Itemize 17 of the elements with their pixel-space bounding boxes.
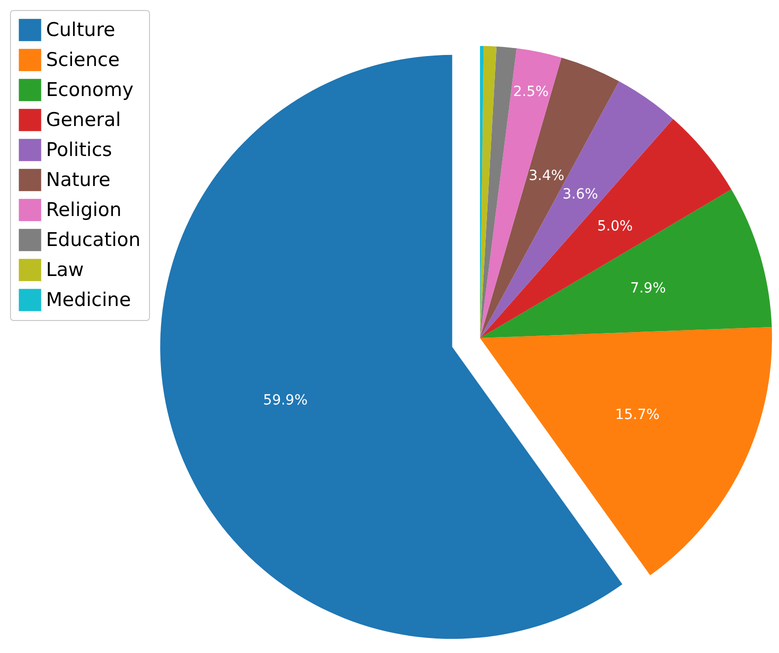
data-label: 5.0% xyxy=(597,218,633,234)
legend-label: Law xyxy=(46,259,84,281)
legend-label: Education xyxy=(46,229,141,251)
data-label: 3.6% xyxy=(562,186,598,202)
data-label: 15.7% xyxy=(615,407,660,424)
data-label: 7.9% xyxy=(630,280,666,297)
legend-label: Religion xyxy=(46,199,122,221)
data-label: 59.9% xyxy=(263,392,308,409)
legend-label: Culture xyxy=(46,19,116,41)
legend-label: Science xyxy=(46,49,120,71)
data-label: 2.5% xyxy=(513,84,549,100)
data-label: 3.4% xyxy=(528,168,564,184)
legend-label: Economy xyxy=(46,79,134,101)
legend-label: Medicine xyxy=(46,289,131,311)
legend-label: General xyxy=(46,109,121,131)
legend-label: Politics xyxy=(46,139,112,161)
legend-label: Nature xyxy=(46,169,110,191)
